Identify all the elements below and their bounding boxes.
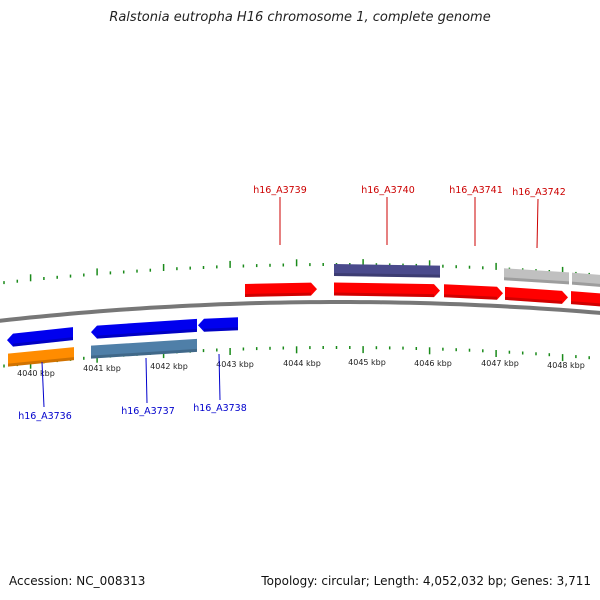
feature-shade [245,292,311,297]
feature-shade [91,348,197,359]
gene-leader-line [536,198,539,249]
kbp-label: 4040 kbp [17,369,55,378]
gene-cds-h16-a3739[interactable] [245,282,317,297]
feature-shade [97,328,197,339]
feature-shade [505,296,562,304]
gene-leader-line [145,357,148,404]
kbp-label: 4047 kbp [481,359,519,368]
feature-shade [571,301,600,307]
gene-cds-h16-a3742[interactable] [505,286,568,304]
kbp-label: 4041 kbp [83,364,121,373]
feature-shade [334,292,434,298]
kbp-label: 4043 kbp [216,360,254,369]
feature-shade [8,357,74,367]
gene-feature-h16-a3742[interactable] [504,268,569,285]
gene-leader-line [41,361,45,408]
gene-feature-h16-a3740[interactable] [334,264,440,278]
kbp-scale: 4040 kbp 4041 kbp 4042 kbp 4043 kbp 4044… [17,358,585,378]
gene-cds-h16-a3738[interactable] [198,317,238,332]
kbp-label: 4046 kbp [414,359,452,368]
feature-shade [334,273,440,278]
feature-shade [204,327,238,332]
gene-cds-next[interactable] [571,291,600,307]
gene-labels-forward: h16_A3739 h16_A3740 h16_A3741 h16_A3742 [253,185,566,249]
genome-backbone [0,300,600,323]
feature-shade [444,294,497,300]
gene-rna-h16-a3736[interactable] [8,347,74,367]
feature-track [7,264,600,367]
gene-label-h16-a3736[interactable]: h16_A3736 [18,411,72,422]
gene-cds-h16-a3736[interactable] [7,327,73,347]
genome-summary: Topology: circular; Length: 4,052,032 bp… [261,574,591,588]
kbp-label: 4044 kbp [283,359,321,368]
gene-label-h16-a3741[interactable]: h16_A3741 [449,185,503,196]
tick-track-top [3,259,590,285]
page-title: Ralstonia eutropha H16 chromosome 1, com… [109,10,491,25]
gene-cds-h16-a3740[interactable] [334,282,440,298]
gene-labels-reverse: h16_A3736 h16_A3737 h16_A3738 [18,353,247,422]
gene-label-h16-a3740[interactable]: h16_A3740 [361,185,415,196]
kbp-label: 4042 kbp [150,362,188,371]
feature-shade [504,277,569,285]
gene-feature-h16-a3737[interactable] [91,338,197,359]
gene-label-h16-a3739[interactable]: h16_A3739 [253,185,307,196]
gene-label-h16-a3742[interactable]: h16_A3742 [512,187,566,198]
gene-label-h16-a3737[interactable]: h16_A3737 [121,406,175,417]
gene-cds-h16-a3737[interactable] [91,318,197,339]
gene-leader-line [218,353,221,401]
gene-cds-h16-a3741[interactable] [444,284,503,300]
gene-feature-next[interactable] [572,272,600,288]
feature-shade [572,281,600,287]
accession-text: Accession: NC_008313 [9,574,146,588]
kbp-label: 4048 kbp [547,361,585,370]
feature-shade [13,337,73,347]
gene-label-h16-a3738[interactable]: h16_A3738 [193,403,247,414]
kbp-label: 4045 kbp [348,358,386,367]
